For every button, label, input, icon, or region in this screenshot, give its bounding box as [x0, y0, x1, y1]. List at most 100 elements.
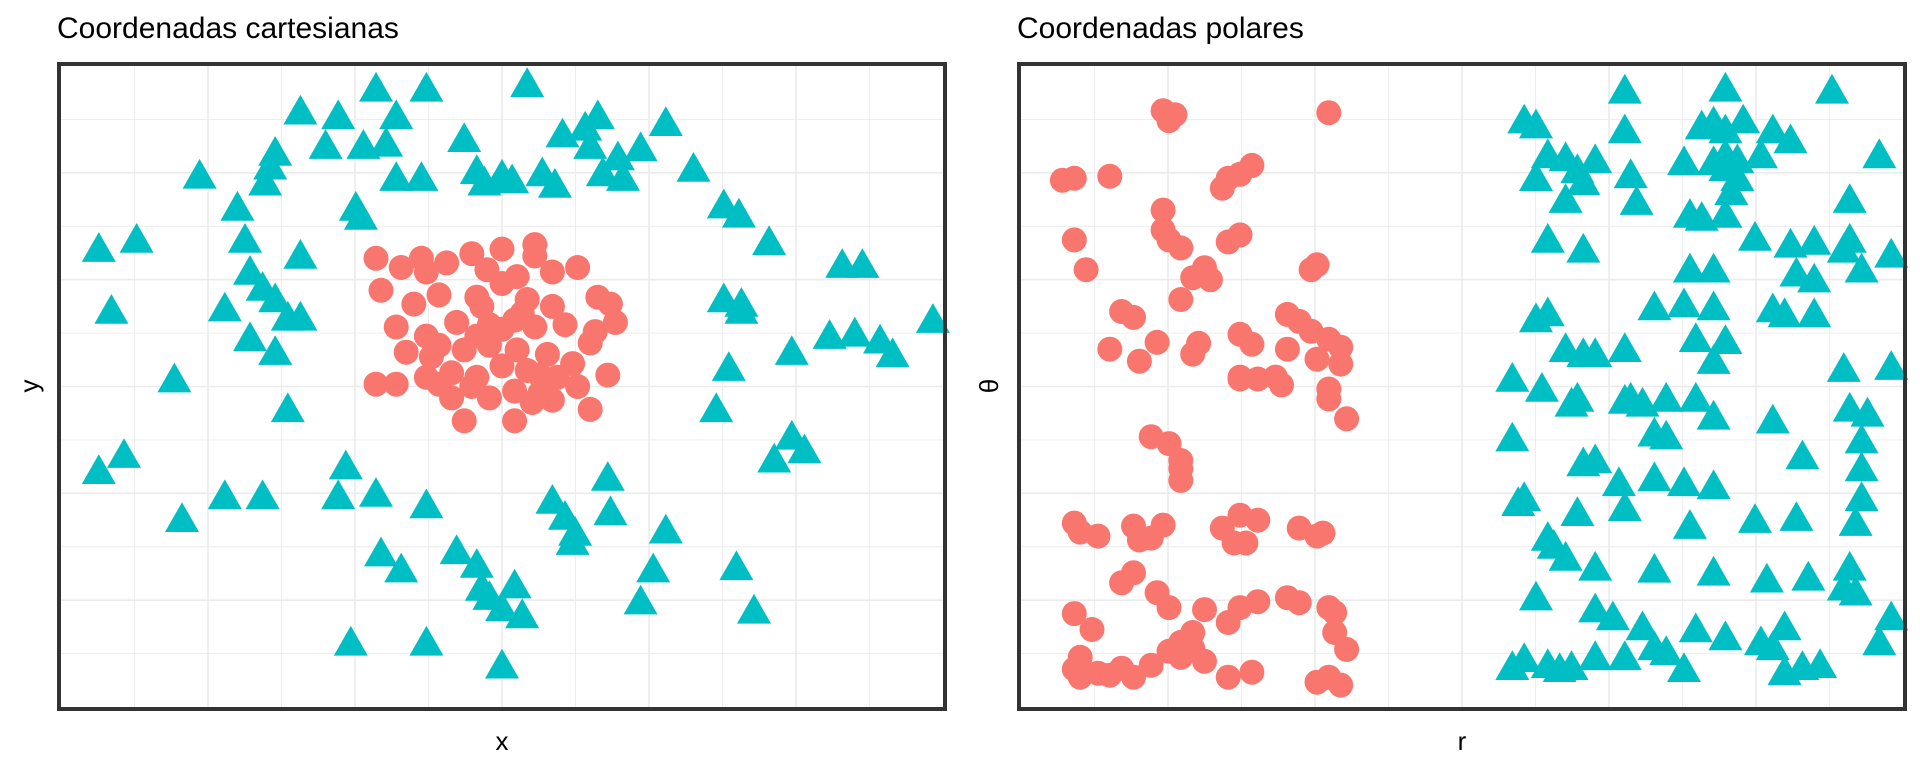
- data-point-triangle: [409, 71, 444, 102]
- data-point-triangle: [283, 300, 318, 331]
- data-point-triangle: [1607, 113, 1642, 144]
- data-point-triangle: [636, 552, 671, 583]
- data-point-circle: [1192, 597, 1217, 623]
- data-point-circle: [1073, 257, 1099, 283]
- panel-cartesian-xlabel: x: [496, 726, 509, 756]
- data-point-circle: [1245, 507, 1271, 533]
- data-point-triangle: [1749, 562, 1784, 593]
- data-point-triangle: [1832, 183, 1867, 213]
- data-point-circle: [489, 236, 515, 262]
- data-point-circle: [469, 293, 495, 319]
- data-point-circle: [1121, 664, 1146, 690]
- data-point-circle: [1322, 620, 1348, 645]
- data-point-circle: [1138, 652, 1164, 678]
- data-point-circle: [1239, 659, 1265, 685]
- data-point-triangle: [1738, 220, 1772, 251]
- data-point-triangle: [245, 479, 280, 510]
- data-point-triangle: [107, 438, 141, 468]
- data-point-triangle: [81, 232, 116, 262]
- data-point-triangle: [1696, 469, 1731, 500]
- data-point-triangle: [752, 225, 787, 255]
- data-point-triangle: [537, 168, 572, 198]
- data-point-triangle: [915, 303, 950, 333]
- data-point-triangle: [1566, 165, 1601, 195]
- data-point-circle: [602, 309, 628, 335]
- data-point-triangle: [207, 479, 242, 510]
- data-point-circle: [1233, 530, 1259, 556]
- data-point-triangle: [1844, 451, 1879, 482]
- data-point-circle: [464, 323, 490, 349]
- data-point-circle: [1061, 227, 1087, 253]
- panel-polar-frame: [1017, 62, 1907, 711]
- data-point-circle: [1144, 329, 1170, 355]
- data-point-circle: [444, 309, 470, 335]
- data-point-circle: [476, 385, 502, 411]
- data-point-triangle: [1874, 350, 1909, 380]
- data-point-triangle: [1785, 439, 1820, 470]
- data-point-circle: [1168, 456, 1194, 481]
- data-point-triangle: [384, 552, 419, 583]
- data-point-triangle: [1548, 183, 1583, 213]
- data-point-circle: [504, 337, 530, 363]
- data-point-triangle: [863, 323, 897, 354]
- data-point-circle: [1322, 600, 1348, 626]
- data-point-circle: [577, 330, 603, 356]
- data-point-triangle: [1495, 421, 1530, 452]
- data-point-circle: [1304, 346, 1330, 372]
- panel-cartesian-ylabel: y: [14, 380, 44, 393]
- data-point-circle: [1150, 197, 1176, 223]
- data-point-triangle: [1696, 290, 1731, 321]
- data-point-triangle: [573, 129, 608, 159]
- data-point-circle: [1215, 229, 1241, 255]
- panel-polar: Coordenadas polares r θ: [974, 12, 1909, 756]
- data-point-triangle: [1501, 486, 1536, 516]
- data-point-triangle: [207, 291, 242, 322]
- data-point-circle: [459, 241, 485, 267]
- data-point-circle: [519, 390, 545, 415]
- data-point-triangle: [699, 392, 734, 423]
- data-point-triangle: [1844, 481, 1879, 512]
- data-point-triangle: [1797, 224, 1832, 255]
- data-point-triangle: [228, 223, 262, 253]
- data-point-triangle: [1696, 252, 1731, 283]
- data-point-circle: [1310, 520, 1336, 546]
- data-point-circle: [1121, 560, 1146, 586]
- data-point-triangle: [1607, 491, 1642, 521]
- data-point-circle: [1180, 265, 1206, 291]
- data-point-triangle: [812, 319, 847, 349]
- data-point-triangle: [1862, 625, 1897, 656]
- data-point-circle: [393, 339, 419, 365]
- data-point-triangle: [1696, 399, 1731, 430]
- data-point-triangle: [333, 625, 368, 656]
- data-point-circle: [552, 312, 578, 338]
- data-point-triangle: [1667, 287, 1701, 318]
- data-point-triangle: [258, 282, 293, 313]
- data-point-triangle: [1755, 113, 1790, 144]
- data-point-triangle: [648, 513, 683, 544]
- data-point-triangle: [1862, 138, 1897, 169]
- data-point-circle: [401, 291, 427, 317]
- data-point-circle: [539, 259, 565, 285]
- data-point-triangle: [1530, 222, 1565, 253]
- data-point-triangle: [258, 335, 293, 365]
- data-point-triangle: [724, 294, 759, 324]
- data-point-triangle: [1708, 324, 1743, 354]
- data-point-triangle: [1791, 560, 1826, 591]
- data-point-circle: [1061, 165, 1087, 191]
- data-point-triangle: [1607, 332, 1642, 362]
- data-point-triangle: [1637, 461, 1672, 492]
- data-point-triangle: [505, 598, 540, 629]
- data-point-circle: [1286, 590, 1312, 616]
- data-point-circle: [1316, 100, 1342, 126]
- data-point-triangle: [568, 110, 603, 141]
- data-point-triangle: [359, 71, 393, 102]
- data-point-triangle: [1755, 630, 1790, 661]
- data-point-triangle: [343, 200, 378, 230]
- data-point-triangle: [1578, 592, 1613, 623]
- data-point-triangle: [1607, 73, 1642, 104]
- data-point-triangle: [1708, 113, 1743, 144]
- data-point-triangle: [600, 140, 635, 171]
- data-point-triangle: [1678, 612, 1713, 643]
- data-point-triangle: [1566, 337, 1601, 367]
